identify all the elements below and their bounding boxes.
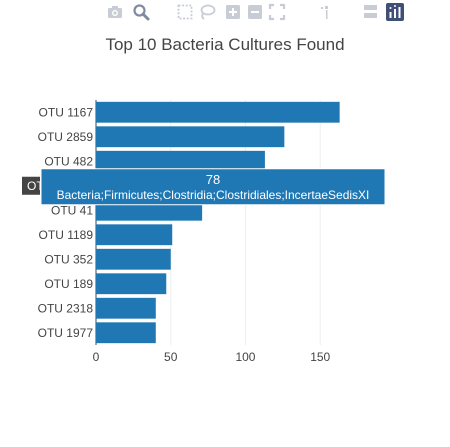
hover-value: 78 [206, 172, 220, 187]
hover-category-label: OT [27, 179, 44, 193]
bar[interactable] [96, 273, 167, 295]
y-tick-label: OTU 41 [51, 203, 93, 217]
hover-tooltip: OT 78Bacteria;Firmicutes;Clostridia;Clost… [22, 168, 386, 206]
autoscale-button[interactable] [266, 2, 288, 22]
bar[interactable] [96, 297, 156, 319]
x-tick-label: 100 [235, 350, 255, 364]
box-select-button[interactable] [174, 2, 196, 22]
y-tick-label: OTU 1167 [39, 105, 94, 119]
autoscale-icon [268, 3, 286, 21]
hover-compare-button[interactable] [358, 2, 380, 22]
box-select-icon [177, 4, 193, 20]
zoom-in-button[interactable] [222, 2, 244, 22]
bar[interactable] [96, 248, 171, 270]
hover-text: Bacteria;Firmicutes;Clostridia;Clostridi… [57, 188, 370, 202]
x-tick-label: 50 [164, 350, 178, 364]
spike-lines-icon [321, 6, 328, 19]
plotly-logo-icon [386, 3, 404, 21]
lasso-select-button[interactable] [196, 2, 218, 22]
y-tick-label: OTU 1977 [38, 326, 94, 340]
y-tick-label: OTU 352 [44, 252, 93, 266]
zoom-in-icon [226, 5, 240, 19]
camera-icon [108, 6, 122, 18]
zoom-icon [133, 4, 150, 21]
y-tick-label: OTU 482 [44, 154, 93, 168]
x-tick-labels: 0 50 100 150 [93, 350, 331, 364]
spike-lines-button[interactable] [314, 2, 336, 22]
y-tick-label: OTU 1189 [39, 228, 94, 242]
y-tick-label: OTU 2318 [38, 301, 94, 315]
hover-box [40, 168, 386, 206]
y-tick-label: OTU 189 [44, 277, 93, 291]
x-tick-label: 150 [310, 350, 330, 364]
bar[interactable] [96, 101, 340, 123]
bar[interactable] [96, 322, 156, 344]
modebar [104, 2, 406, 22]
zoom-button[interactable] [130, 2, 152, 22]
y-tick-label: OTU 2859 [38, 130, 94, 144]
bar[interactable] [96, 126, 285, 148]
bar[interactable] [96, 224, 173, 246]
zoom-out-button[interactable] [244, 2, 266, 22]
plotly-logo-button[interactable] [384, 2, 406, 22]
hover-compare-icon [364, 5, 377, 18]
y-tick-labels: OTU 1167 OTU 2859 OTU 482 OTU 41 OTU 1189 OTU… [38, 105, 94, 340]
bar[interactable] [96, 150, 265, 172]
bars[interactable] [96, 101, 340, 344]
hover-category-box [22, 176, 40, 195]
camera-button[interactable] [104, 2, 126, 22]
zoom-out-icon [248, 5, 262, 19]
chart-title: Top 10 Bacteria Cultures Found [105, 35, 344, 54]
lasso-select-icon [200, 4, 216, 20]
x-tick-label: 0 [93, 350, 100, 364]
